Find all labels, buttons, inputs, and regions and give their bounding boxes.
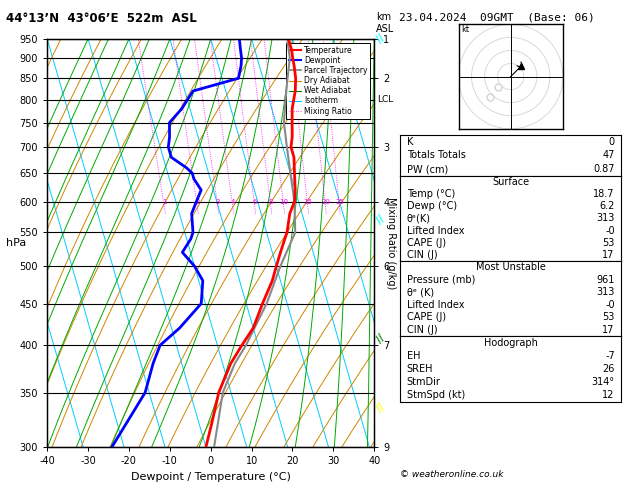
- Text: 17: 17: [603, 325, 615, 335]
- X-axis label: Dewpoint / Temperature (°C): Dewpoint / Temperature (°C): [131, 472, 291, 482]
- Text: SREH: SREH: [407, 364, 433, 374]
- Text: 23.04.2024  09GMT  (Base: 06): 23.04.2024 09GMT (Base: 06): [399, 12, 595, 22]
- Text: 25: 25: [335, 199, 344, 205]
- Text: Dewp (°C): Dewp (°C): [407, 201, 457, 211]
- Text: 2: 2: [195, 199, 199, 205]
- Text: CIN (J): CIN (J): [407, 250, 437, 260]
- Text: 0.87: 0.87: [593, 164, 615, 174]
- Text: CAPE (J): CAPE (J): [407, 238, 446, 248]
- Text: 12: 12: [603, 390, 615, 400]
- Text: K: K: [407, 137, 413, 146]
- Text: Mixing Ratio (g/kg): Mixing Ratio (g/kg): [386, 197, 396, 289]
- Text: Most Unstable: Most Unstable: [476, 262, 546, 272]
- Text: //: //: [374, 33, 387, 45]
- Text: 3: 3: [216, 199, 220, 205]
- Text: Surface: Surface: [492, 177, 530, 187]
- Text: Hodograph: Hodograph: [484, 338, 538, 348]
- Text: 18.7: 18.7: [593, 189, 615, 199]
- Text: StmDir: StmDir: [407, 377, 440, 387]
- Text: 313: 313: [596, 287, 615, 297]
- Text: © weatheronline.co.uk: © weatheronline.co.uk: [400, 469, 504, 479]
- Text: CIN (J): CIN (J): [407, 325, 437, 335]
- Text: Temp (°C): Temp (°C): [407, 189, 455, 199]
- Text: //: //: [374, 214, 387, 226]
- Text: 26: 26: [603, 364, 615, 374]
- Text: 6.2: 6.2: [599, 201, 615, 211]
- Text: Lifted Index: Lifted Index: [407, 226, 464, 236]
- Text: 961: 961: [596, 275, 615, 285]
- Text: Totals Totals: Totals Totals: [407, 150, 465, 160]
- Text: Pressure (mb): Pressure (mb): [407, 275, 475, 285]
- Text: LCL: LCL: [377, 95, 394, 104]
- Text: θᵉ (K): θᵉ (K): [407, 287, 434, 297]
- Text: 17: 17: [603, 250, 615, 260]
- Text: -0: -0: [605, 226, 615, 236]
- Text: 44°13’N  43°06’E  522m  ASL: 44°13’N 43°06’E 522m ASL: [6, 12, 197, 25]
- Text: 6: 6: [253, 199, 257, 205]
- Text: 0: 0: [609, 137, 615, 146]
- Text: 8: 8: [269, 199, 273, 205]
- Legend: Temperature, Dewpoint, Parcel Trajectory, Dry Adiabat, Wet Adiabat, Isotherm, Mi: Temperature, Dewpoint, Parcel Trajectory…: [286, 43, 370, 119]
- Text: 10: 10: [279, 199, 288, 205]
- Text: //: //: [374, 333, 387, 345]
- Text: kt: kt: [461, 25, 469, 34]
- Text: 15: 15: [304, 199, 313, 205]
- Text: StmSpd (kt): StmSpd (kt): [407, 390, 465, 400]
- Text: //: //: [374, 402, 387, 414]
- Text: CAPE (J): CAPE (J): [407, 312, 446, 323]
- Text: 314°: 314°: [592, 377, 615, 387]
- Text: 313: 313: [596, 213, 615, 224]
- Text: hPa: hPa: [6, 238, 26, 248]
- Text: Lifted Index: Lifted Index: [407, 300, 464, 310]
- Text: EH: EH: [407, 351, 420, 361]
- Text: θᵉ(K): θᵉ(K): [407, 213, 431, 224]
- Text: -7: -7: [605, 351, 615, 361]
- Text: 1: 1: [162, 199, 167, 205]
- Text: 20: 20: [321, 199, 330, 205]
- Text: km
ASL: km ASL: [376, 12, 394, 34]
- Text: -0: -0: [605, 300, 615, 310]
- Text: 4: 4: [231, 199, 235, 205]
- Text: 47: 47: [603, 150, 615, 160]
- Text: PW (cm): PW (cm): [407, 164, 448, 174]
- Text: 53: 53: [603, 312, 615, 323]
- Text: 53: 53: [603, 238, 615, 248]
